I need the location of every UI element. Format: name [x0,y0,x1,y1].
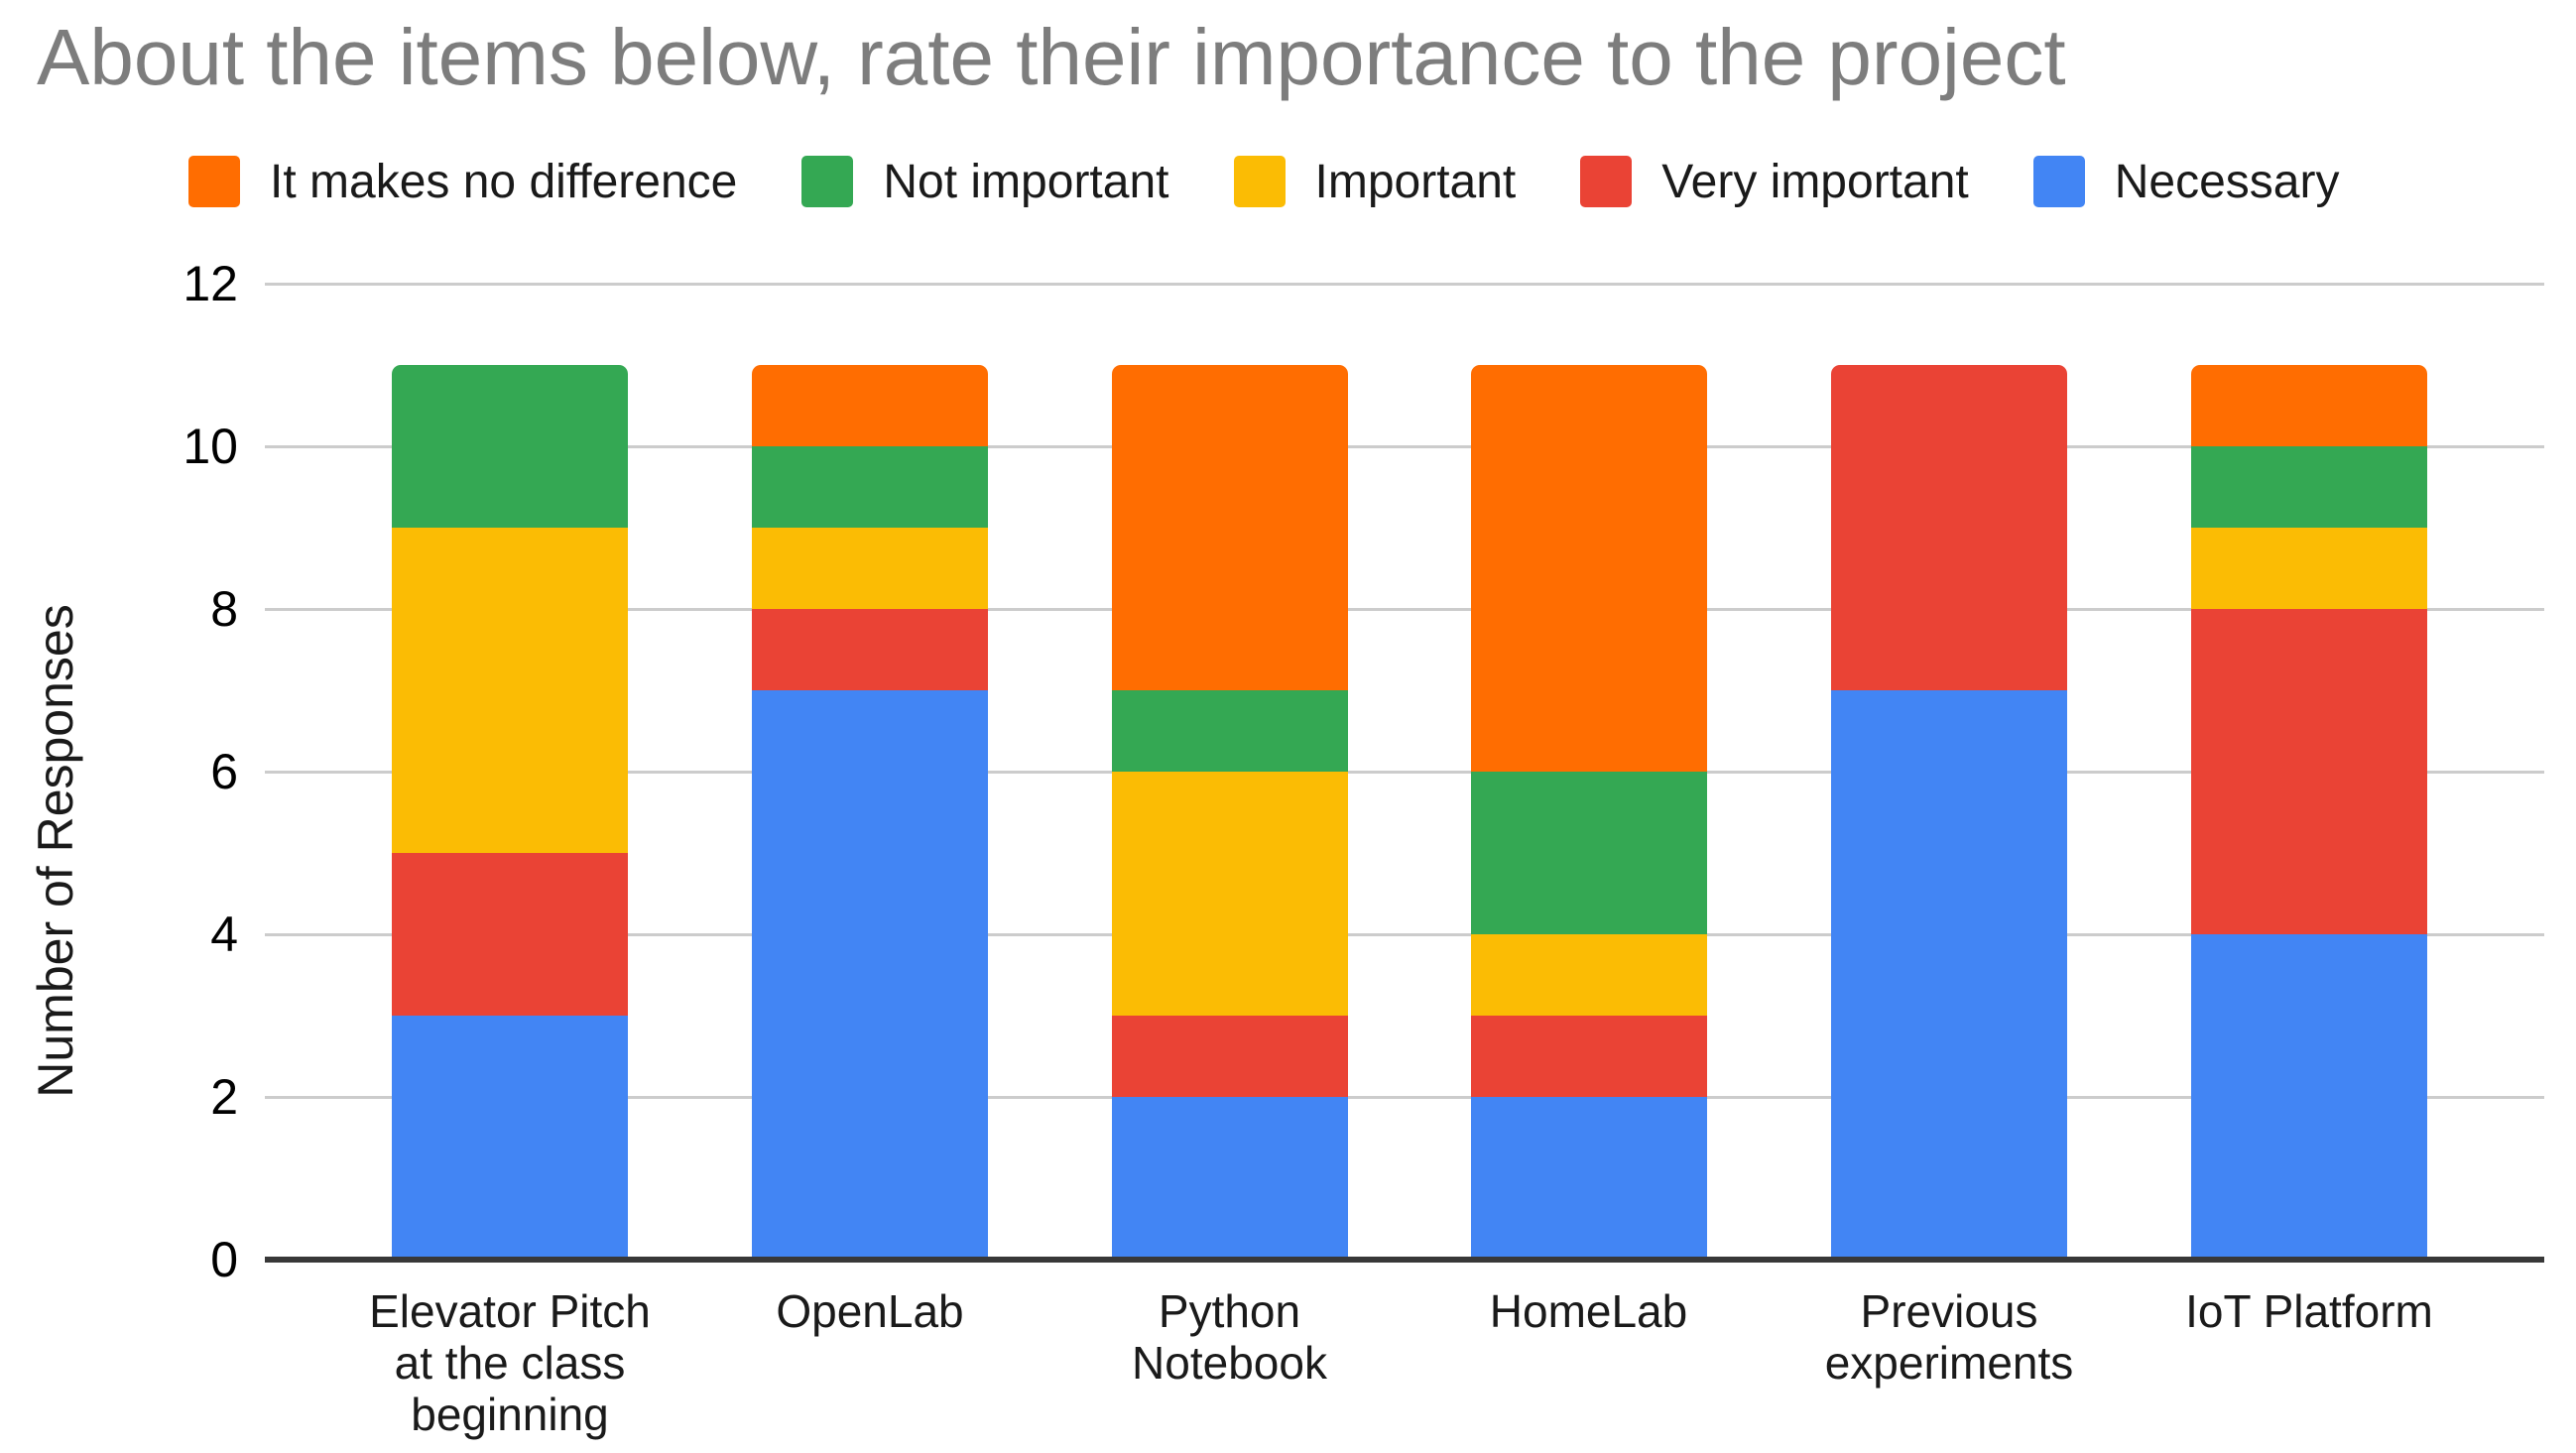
legend-label: Not important [883,155,1169,208]
bar-segment [1470,1016,1707,1097]
bar-segment [392,365,628,528]
legend-item: Necessary [2032,155,2340,209]
bar-segment [752,609,988,690]
x-axis-label: OpenLab [776,1285,964,1337]
x-axis-label: Python Notebook [1132,1285,1327,1389]
legend-item: Very important [1580,155,1969,209]
bar-segment [2191,609,2427,934]
y-tick-label: 6 [210,744,238,799]
bar-segment [1831,365,2067,690]
gridline [265,283,2544,286]
legend-swatch-icon [2032,156,2085,207]
bar-segment [2191,934,2427,1260]
legend-item: It makes no difference [188,155,737,209]
bar-segment [392,853,628,1016]
bar-segment [1831,690,2067,1260]
bar-segment [752,690,988,1260]
legend-swatch-icon [1233,156,1286,207]
bar-segment [752,365,988,446]
legend-item: Important [1233,155,1517,209]
bar-segment [1111,772,1348,1016]
gridline [265,608,2544,611]
bar-segment [1470,934,1707,1016]
x-axis-label: Previous experiments [1824,1285,2074,1389]
legend-swatch-icon [1580,156,1633,207]
x-axis-label: HomeLab [1489,1285,1688,1337]
x-axis-baseline [265,1257,2544,1263]
bar-segment [1111,1097,1348,1260]
gridline [265,445,2544,448]
y-tick-label: 10 [183,419,238,474]
x-axis-label: IoT Platform [2185,1285,2433,1337]
bar-segment [1470,772,1707,934]
bar-segment [1111,1016,1348,1097]
chart-legend: It makes no difference Not important Impor… [188,154,2339,209]
y-tick-label: 12 [183,256,238,311]
chart-title: About the items below, rate their import… [37,13,2066,101]
y-tick-label: 8 [210,581,238,637]
legend-label: Very important [1661,155,1969,208]
legend-label: Important [1314,155,1517,208]
gridline [265,933,2544,936]
legend-label: It makes no difference [270,155,738,208]
y-tick-label: 2 [210,1069,238,1125]
bar-segment [392,1016,628,1260]
bar-segment [1470,1097,1707,1260]
legend-swatch-icon [188,156,240,207]
legend-item: Not important [801,155,1169,209]
y-tick-label: 0 [210,1232,238,1287]
bar-segment [1470,365,1707,772]
legend-label: Necessary [2114,155,2340,208]
x-axis-label: Elevator Pitch at the class beginning [369,1285,651,1440]
bar-segment [392,528,628,853]
gridline [265,1096,2544,1099]
bar-segment [752,446,988,528]
bar-segment [2191,528,2427,609]
legend-swatch-icon [801,156,854,207]
bar-segment [752,528,988,609]
bar-segment [2191,446,2427,528]
bar-segment [2191,365,2427,446]
bar-segment [1111,690,1348,772]
gridline [265,771,2544,774]
bar-segment [1111,365,1348,690]
y-tick-label: 4 [210,907,238,962]
